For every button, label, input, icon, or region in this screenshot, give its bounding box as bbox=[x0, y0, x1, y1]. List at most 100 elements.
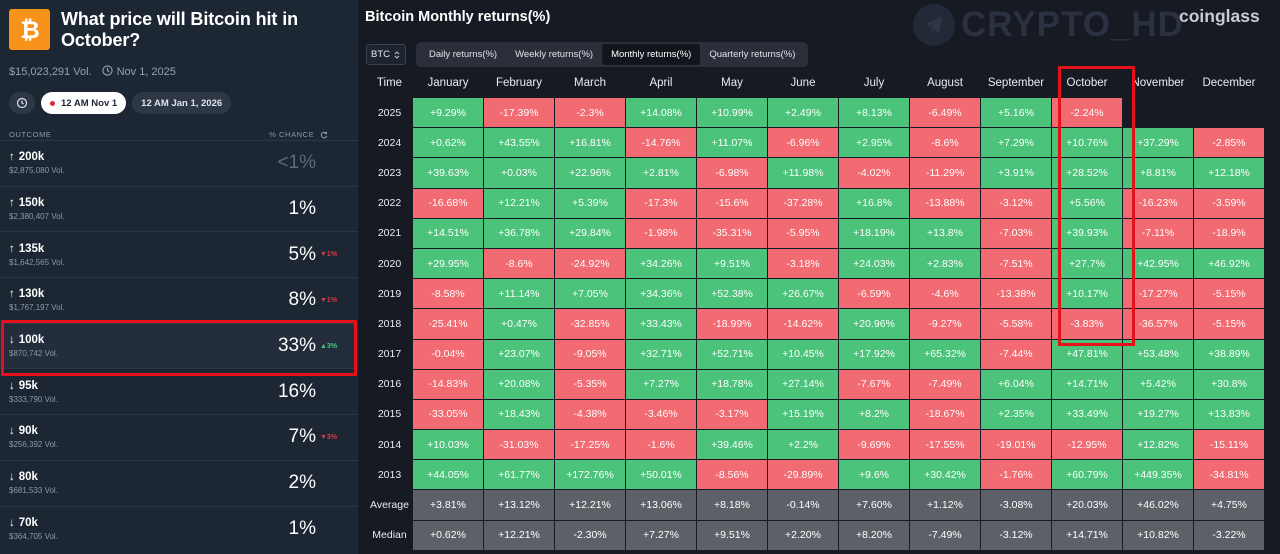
return-cell: -17.39% bbox=[484, 98, 554, 128]
return-cell: +10.45% bbox=[768, 339, 838, 369]
outcome-chance: 2% bbox=[288, 472, 316, 494]
column-header-october: October bbox=[1066, 77, 1108, 89]
summary-cell: -3.08% bbox=[981, 490, 1051, 520]
return-cell: +2.35% bbox=[981, 399, 1051, 430]
outcome-header: OUTCOME bbox=[9, 130, 52, 139]
outcome-volume: $681,533 Vol. bbox=[9, 486, 58, 496]
return-cell: +43.55% bbox=[484, 128, 554, 158]
return-cell: +10.99% bbox=[697, 98, 767, 128]
return-cell: -8.6% bbox=[910, 128, 980, 158]
outcome-volume: $333,790 Vol. bbox=[9, 394, 58, 404]
outcome-volume: $364,705 Vol. bbox=[9, 531, 58, 541]
return-cell: +53.48% bbox=[1123, 339, 1193, 369]
year-label: 2014 bbox=[377, 438, 402, 451]
tab-weekly[interactable]: Weekly returns(%) bbox=[515, 49, 594, 60]
return-cell: +8.81% bbox=[1123, 158, 1193, 188]
outcome-row-130k[interactable]: ↑ 130k $1,767,197 Vol. 8% ▼1% bbox=[0, 277, 358, 323]
coinglass-logo: coinglass bbox=[1179, 6, 1260, 26]
refresh-icon[interactable] bbox=[320, 131, 328, 139]
return-cell: +2.49% bbox=[768, 98, 838, 128]
outcome-row-100k[interactable]: ↓ 100k $870,742 Vol. 33% ▲3% bbox=[0, 322, 358, 369]
date-pill-nov1[interactable]: 12 AM Nov 1 bbox=[41, 92, 127, 114]
asset-select[interactable]: BTC bbox=[366, 44, 406, 65]
return-cell: +38.89% bbox=[1194, 339, 1264, 369]
return-cell: +8.2% bbox=[839, 399, 909, 430]
year-row-2014: 2014 +10.03% -31.03% -17.25% -1.6% +39.46% +2.… bbox=[367, 430, 1264, 460]
return-cell bbox=[1194, 98, 1264, 128]
arrow-down-icon: ↓ bbox=[9, 516, 15, 529]
return-cell: -7.49% bbox=[910, 369, 980, 399]
outcome-row-80k[interactable]: ↓ 80k $681,533 Vol. 2% bbox=[0, 459, 358, 506]
return-cell: +42.95% bbox=[1123, 248, 1193, 279]
chance-header-label: % CHANCE bbox=[269, 130, 315, 139]
summary-cell: -3.22% bbox=[1194, 520, 1264, 550]
return-cell: +11.07% bbox=[697, 128, 767, 158]
return-cell: +3.91% bbox=[981, 158, 1051, 188]
return-cell: -1.76% bbox=[981, 460, 1051, 490]
outcome-row-150k[interactable]: ↑ 150k $2,380,407 Vol. 1% bbox=[0, 185, 358, 232]
outcome-label-text: 100k bbox=[18, 334, 45, 347]
live-dot-icon bbox=[50, 100, 55, 106]
return-cell: +7.27% bbox=[626, 369, 696, 399]
return-cell: +46.92% bbox=[1194, 248, 1264, 279]
summary-cell: +7.27% bbox=[626, 520, 696, 550]
year-row-2023: 2023 +39.63% +0.03% +22.96% +2.81% -6.98% +11.… bbox=[367, 158, 1264, 188]
arrow-down-icon: ↓ bbox=[9, 379, 15, 392]
return-cell: +12.18% bbox=[1194, 158, 1264, 188]
return-cell: +30.8% bbox=[1194, 369, 1264, 399]
return-cell: -7.11% bbox=[1123, 218, 1193, 248]
year-label: 2015 bbox=[377, 408, 402, 421]
return-cell: +0.47% bbox=[484, 309, 554, 339]
return-cell: +8.13% bbox=[839, 98, 909, 128]
outcome-label: ↑ 135k bbox=[9, 243, 65, 255]
summary-cell: +8.18% bbox=[697, 490, 767, 520]
outcome-row-135k[interactable]: ↑ 135k $1,642,565 Vol. 5% ▼1% bbox=[0, 231, 358, 277]
outcome-chance: 1% bbox=[288, 198, 316, 220]
summary-cell: -2.30% bbox=[555, 520, 625, 550]
return-cell: -2.85% bbox=[1194, 128, 1264, 158]
column-header-september: September bbox=[987, 77, 1045, 89]
outcome-volume: $2,380,407 Vol. bbox=[9, 212, 65, 222]
outcome-label-text: 90k bbox=[18, 425, 38, 438]
year-row-2020: 2020 +29.95% -8.6% -24.92% +34.26% +9.51% -3.1… bbox=[367, 248, 1264, 279]
outcome-change: ▼3% bbox=[320, 433, 338, 441]
date-pill-jan1[interactable]: 12 AM Jan 1, 2026 bbox=[132, 92, 232, 114]
outcome-label-text: 150k bbox=[18, 197, 45, 210]
tab-monthly[interactable]: Monthly returns(%) bbox=[602, 44, 701, 65]
return-cell: -3.12% bbox=[981, 188, 1051, 218]
return-cell: +18.19% bbox=[839, 218, 909, 248]
returns-table: Time January February March April May June July… bbox=[366, 68, 1265, 551]
outcome-row-70k[interactable]: ↓ 70k $364,705 Vol. 1% bbox=[0, 505, 358, 552]
return-cell: +172.76% bbox=[555, 460, 625, 490]
return-cell: +0.03% bbox=[484, 158, 554, 188]
outcome-row-90k[interactable]: ↓ 90k $256,392 Vol. 7% ▼3% bbox=[0, 414, 358, 460]
return-cell: -8.56% bbox=[697, 460, 767, 490]
arrow-up-icon: ↑ bbox=[9, 151, 15, 164]
return-cell: -9.69% bbox=[839, 430, 909, 460]
return-cell: +60.79% bbox=[1052, 460, 1122, 490]
summary-cell: +9.51% bbox=[697, 520, 767, 550]
arrow-up-icon: ↑ bbox=[9, 242, 15, 255]
return-cell: +24.03% bbox=[839, 248, 909, 279]
return-cell: +10.17% bbox=[1052, 279, 1122, 309]
outcome-volume: $1,767,197 Vol. bbox=[9, 303, 65, 313]
tab-quarterly[interactable]: Quarterly returns(%) bbox=[709, 49, 796, 60]
return-cell: -7.51% bbox=[981, 248, 1051, 279]
return-cell: -15.6% bbox=[697, 188, 767, 218]
outcome-row-200k[interactable]: ↑ 200k $2,875,080 Vol. <1% bbox=[0, 140, 358, 186]
return-cell: +27.7% bbox=[1052, 248, 1122, 279]
return-cell: -37.28% bbox=[768, 188, 838, 218]
year-label: 2025 bbox=[377, 106, 402, 119]
history-button[interactable] bbox=[9, 92, 35, 114]
year-label: 2020 bbox=[377, 257, 402, 270]
summary-cell: +13.06% bbox=[626, 490, 696, 520]
return-cell: +34.36% bbox=[626, 279, 696, 309]
year-label: 2018 bbox=[377, 317, 402, 330]
outcome-row-95k[interactable]: ↓ 95k $333,790 Vol. 16% bbox=[0, 368, 358, 414]
outcome-chance: 8% bbox=[288, 289, 316, 311]
summary-cell: +46.02% bbox=[1123, 490, 1193, 520]
outcome-chance: 7% bbox=[288, 426, 316, 448]
arrow-down-icon: ↓ bbox=[9, 425, 15, 438]
tab-daily[interactable]: Daily returns(%) bbox=[429, 49, 498, 60]
return-cell: +29.95% bbox=[413, 248, 483, 279]
